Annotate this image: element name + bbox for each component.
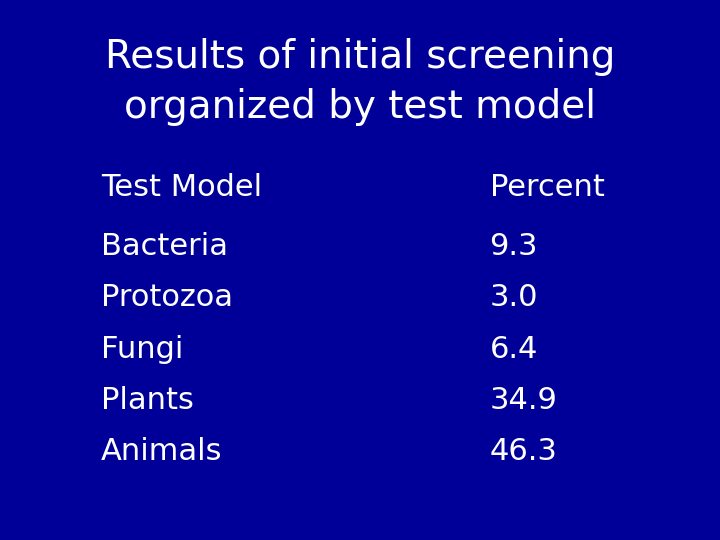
Text: Bacteria: Bacteria	[101, 232, 228, 261]
Text: Results of initial screening
organized by test model: Results of initial screening organized b…	[105, 38, 615, 126]
Text: 46.3: 46.3	[490, 437, 557, 467]
Text: Percent: Percent	[490, 173, 605, 202]
Text: 9.3: 9.3	[490, 232, 538, 261]
Text: Protozoa: Protozoa	[101, 284, 233, 313]
Text: 34.9: 34.9	[490, 386, 557, 415]
Text: Test Model: Test Model	[101, 173, 262, 202]
Text: 6.4: 6.4	[490, 335, 538, 364]
Text: Animals: Animals	[101, 437, 222, 467]
Text: 3.0: 3.0	[490, 284, 538, 313]
Text: Fungi: Fungi	[101, 335, 183, 364]
Text: Plants: Plants	[101, 386, 194, 415]
